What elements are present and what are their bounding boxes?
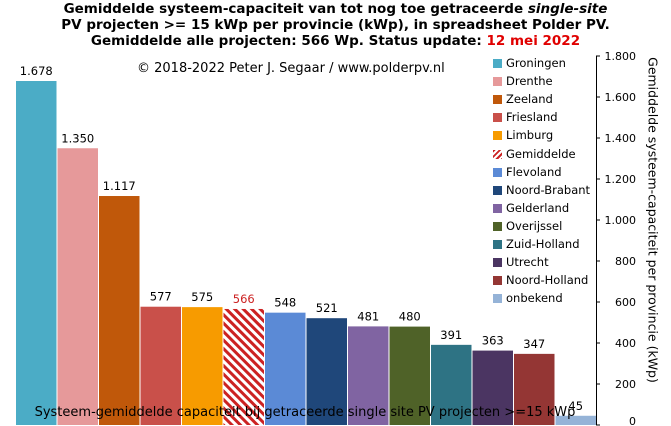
status-update-date: 12 mei 2022 (486, 33, 581, 49)
legend-swatch (493, 258, 502, 268)
legend-label: Noord-Holland (506, 273, 589, 288)
value-label-limburg: 575 (191, 290, 213, 304)
y-tick-label: 600 (615, 296, 636, 309)
y-tick-label: 1.600 (605, 91, 637, 104)
y-tick-label: 0 (629, 415, 636, 426)
bar-flevoland (265, 312, 306, 425)
value-label-onbekend: 45 (568, 399, 583, 413)
chart-title-line-3: Gemiddelde alle projecten: 566 Wp. Statu… (0, 33, 671, 49)
legend-label: Gelderland (506, 200, 570, 215)
legend-label: Drenthe (506, 74, 553, 89)
value-label-drenthe: 1.350 (61, 131, 94, 145)
value-label-gelderland: 481 (357, 309, 379, 323)
value-label-groningen: 1.678 (20, 64, 53, 78)
legend-swatch (493, 113, 502, 123)
legend-swatch (493, 221, 502, 231)
y-tick-label: 1.000 (605, 214, 637, 227)
legend-swatch (493, 95, 502, 105)
bar-noord-brabant (306, 318, 347, 425)
legend-label: Noord-Brabant (506, 182, 591, 197)
bar-gelderland (348, 326, 389, 425)
y-tick-label: 200 (615, 378, 636, 391)
legend-swatch (493, 131, 502, 141)
bar-zeeland (99, 196, 140, 425)
legend-swatch (493, 276, 502, 286)
value-label-noord-brabant: 521 (316, 301, 338, 315)
bars-group (16, 81, 596, 425)
legend-label: Groningen (506, 56, 566, 70)
chart-title-line-1-italic: single-site (527, 1, 608, 17)
y-axis-group: 0 200 400 600 800 1.000 1.200 1.400 1.600 1.800 (596, 50, 636, 426)
value-label-gemiddelde: 566 (233, 292, 255, 306)
legend-label: Overijssel (506, 218, 563, 233)
y-axis-label-text: Gemiddelde systeem-capaciteit per provin… (645, 57, 661, 383)
chart-title-line-1: Gemiddelde systeem-capaciteit van tot no… (0, 1, 671, 17)
y-tick-label: 1.200 (605, 173, 637, 186)
value-label-overijssel: 480 (399, 310, 421, 324)
value-label-utrecht: 363 (482, 334, 504, 348)
chart-title-line-1-text: Gemiddelde systeem-capaciteit van tot no… (63, 1, 528, 17)
chart-title-line-3-text: Gemiddelde alle projecten: 566 Wp. Statu… (90, 33, 487, 49)
bar-gemiddelde (223, 308, 264, 425)
legend-swatch (493, 294, 502, 304)
legend-swatch (493, 149, 502, 159)
copyright-notice: © 2018-2022 Peter J. Segaar / www.polder… (137, 61, 445, 76)
legend-swatch (493, 77, 502, 87)
x-axis-label: Systeem-gemiddelde capaciteit bij getrac… (34, 405, 576, 420)
bar-groningen (16, 81, 57, 425)
bar-noord-holland (514, 353, 555, 425)
y-tick-label: 1.400 (605, 132, 637, 145)
bar-onbekend (555, 415, 596, 425)
legend-label: Utrecht (506, 255, 549, 270)
legend-label: Flevoland (506, 164, 562, 179)
y-tick-label: 1.800 (605, 50, 637, 63)
legend-swatch (493, 59, 502, 68)
legend-label: Zuid-Holland (506, 237, 580, 251)
legend-swatch (493, 240, 502, 249)
legend-label: Friesland (506, 110, 558, 125)
bar-friesland (140, 306, 181, 425)
legend-label: Gemiddelde (506, 146, 576, 161)
bar-overijssel (389, 326, 430, 425)
bar-utrecht (472, 350, 513, 425)
y-tick-label: 400 (615, 337, 636, 350)
legend-label: Limburg (506, 128, 554, 143)
chart-title-line-2: PV projecten >= 15 kWp per provincie (kW… (61, 17, 610, 33)
value-label-flevoland: 548 (274, 296, 296, 310)
value-label-noord-holland: 347 (523, 337, 545, 351)
legend-label: Zeeland (506, 92, 553, 107)
legend-label: onbekend (506, 291, 563, 306)
bar-drenthe (57, 148, 98, 425)
bar-limburg (182, 307, 223, 425)
legend-swatch (493, 203, 502, 213)
legend-swatch (493, 185, 502, 195)
bar-zuid-holland (431, 344, 472, 425)
legend-swatch (493, 167, 502, 177)
value-label-zuid-holland: 391 (440, 328, 462, 342)
value-label-friesland: 577 (150, 290, 172, 304)
value-label-zeeland: 1.117 (103, 179, 136, 193)
y-tick-label: 800 (615, 255, 636, 268)
value-labels-group: 1.678 1.350 1.117 577 575 566 548 521 481 480 391 3… (20, 64, 583, 413)
